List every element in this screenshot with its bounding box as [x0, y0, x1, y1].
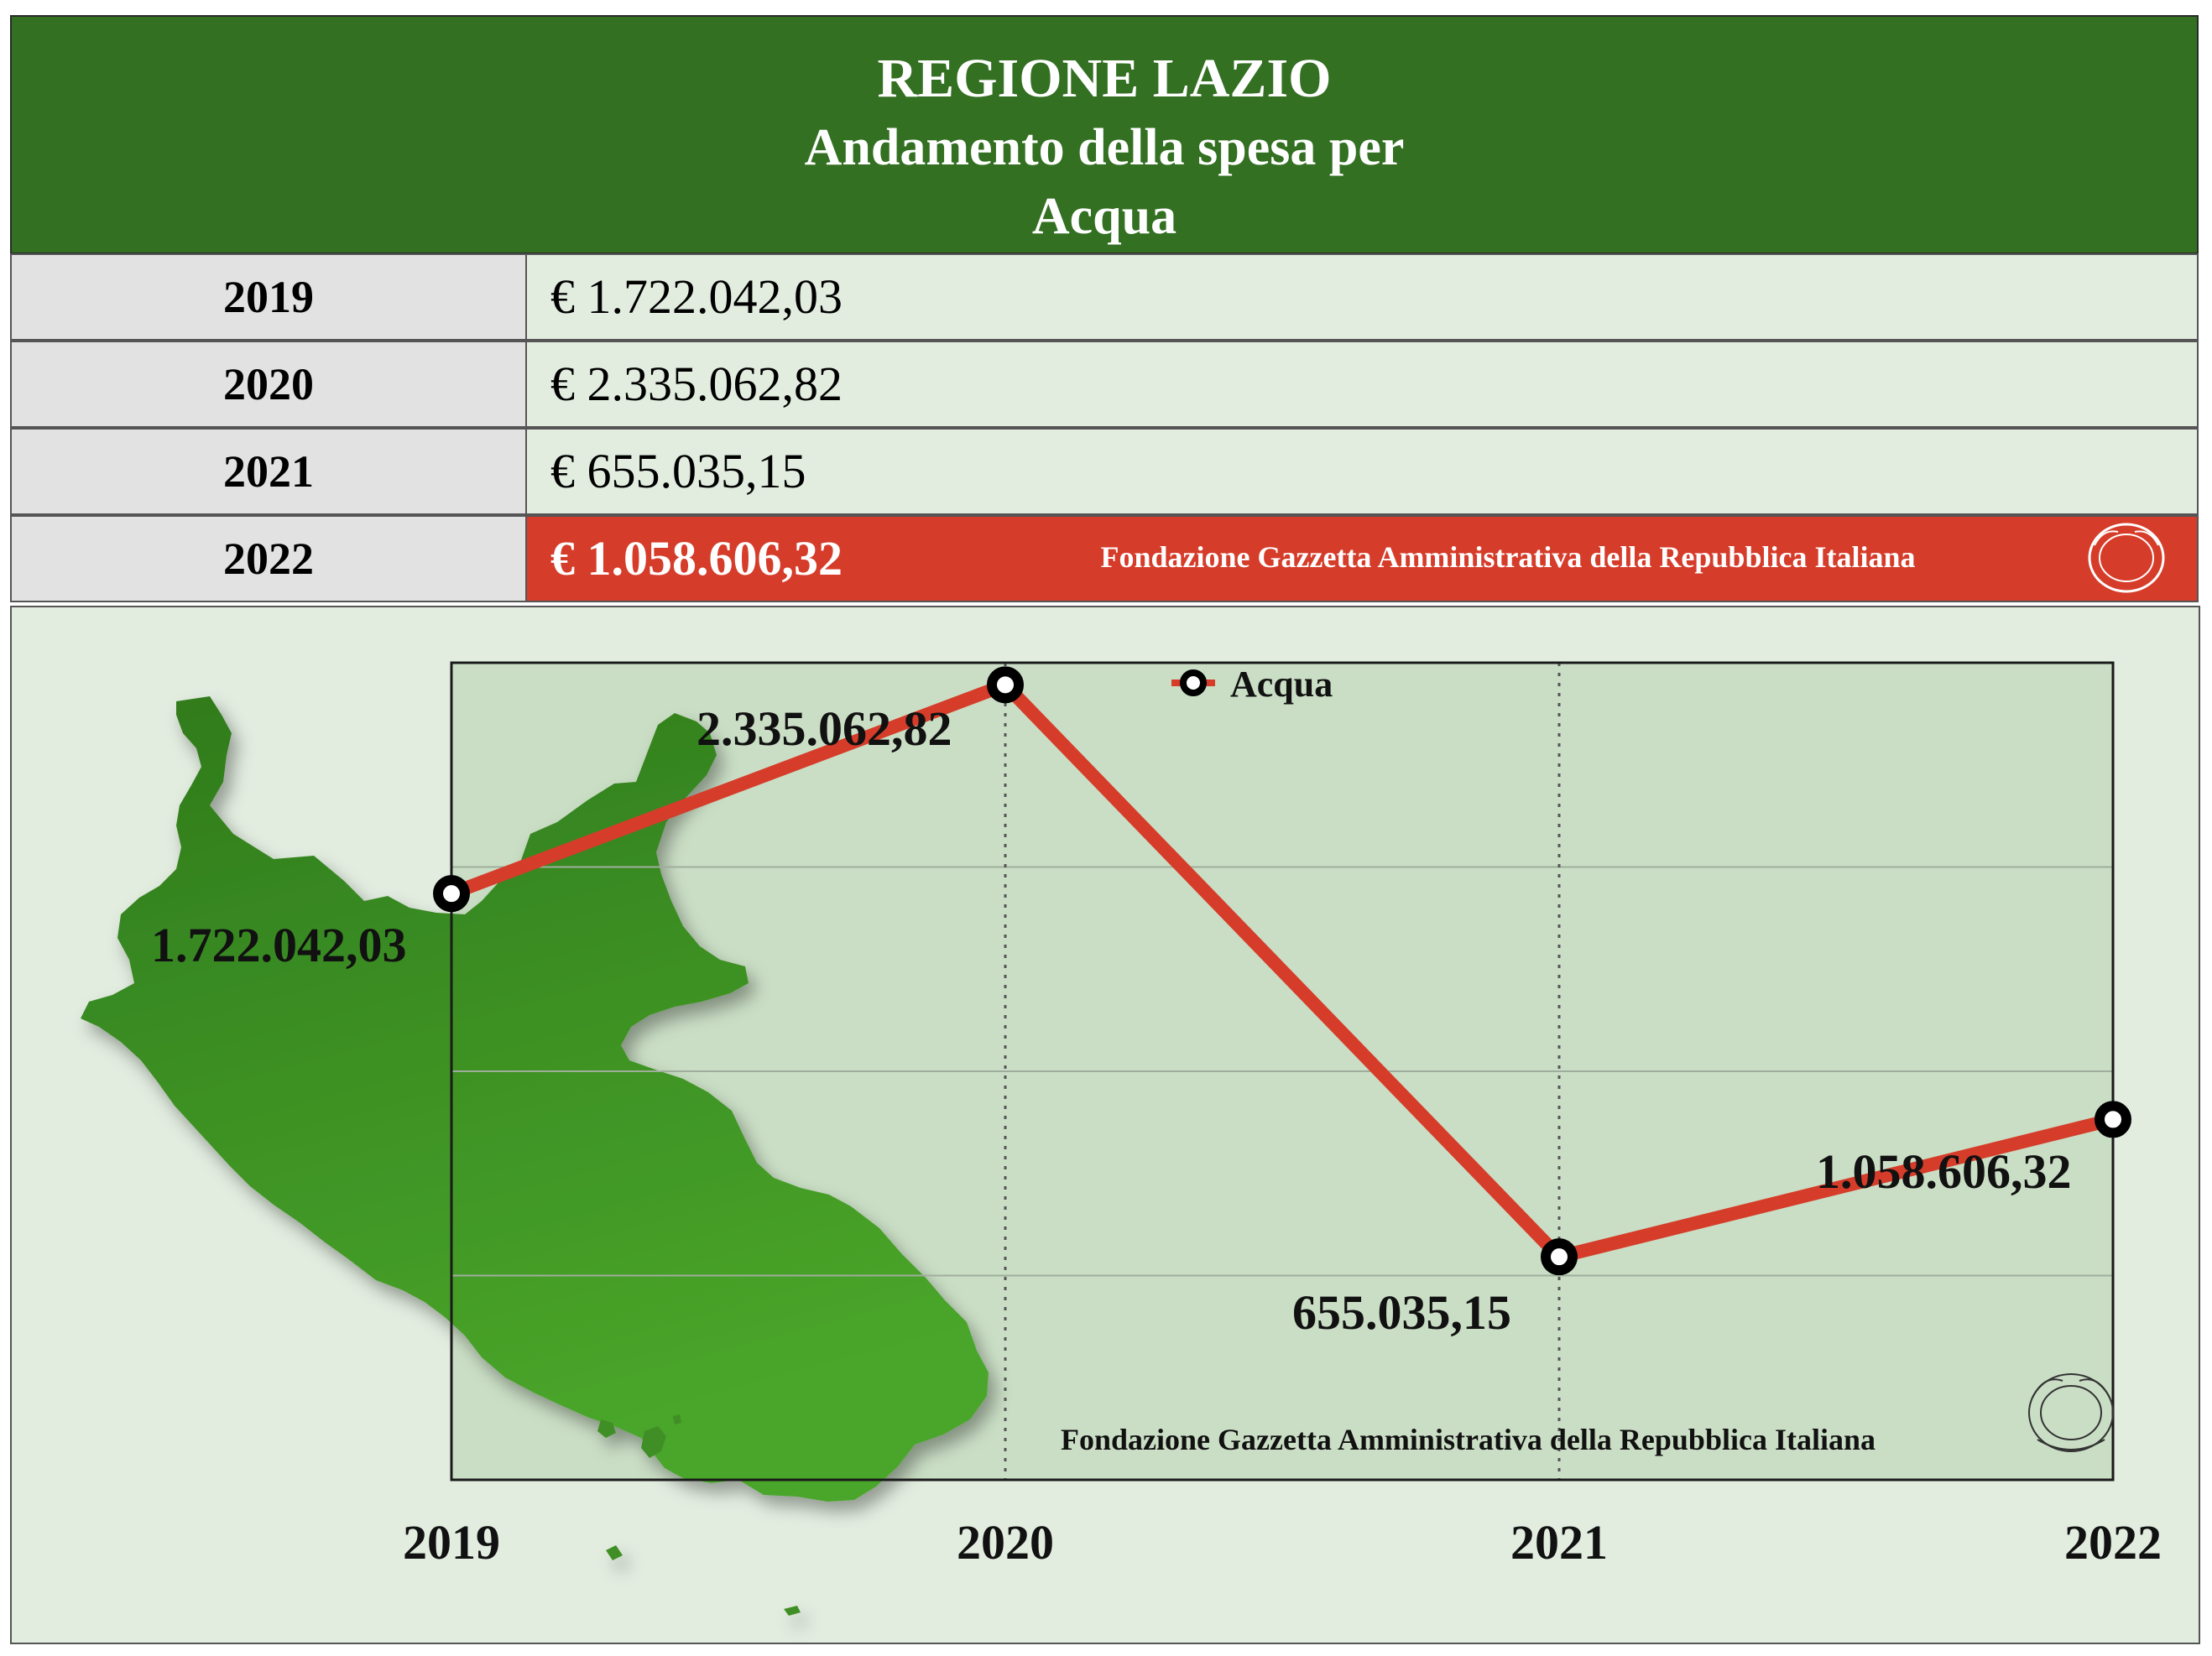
year-cell: 2021	[10, 428, 527, 515]
table-row: 2020 € 2.335.062,82	[10, 341, 2199, 428]
data-point-2021	[1541, 1238, 1578, 1276]
chart-section: 1.722.042,03 2.335.062,82 655.035,15 1.0…	[10, 606, 2200, 1644]
table-row-highlight: 2022 € 1.058.606,32 Fondazione Gazzetta …	[10, 515, 2199, 602]
line-chart: 1.722.042,03 2.335.062,82 655.035,15 1.0…	[81, 661, 2162, 1616]
value-cell: € 655.035,15	[527, 428, 2199, 515]
page-title: REGIONE LAZIO	[877, 48, 1332, 109]
value-cell: € 1.722.042,03	[527, 253, 2199, 341]
data-labels: 1.722.042,03 2.335.062,82 655.035,15 1.0…	[151, 701, 2072, 1340]
legend-label: Acqua	[1230, 664, 1333, 705]
table-row: 2021 € 655.035,15	[10, 428, 2199, 515]
title-banner: REGIONE LAZIO Andamento della spesa per …	[10, 15, 2199, 254]
table-row: 2019 € 1.722.042,03	[10, 253, 2199, 341]
data-point-2019	[433, 875, 470, 913]
legend-marker-icon	[1180, 669, 1207, 696]
year-cell: 2019	[10, 253, 527, 341]
series-acqua	[433, 666, 2131, 1276]
x-axis-ticks: 2019 2020 2021 2022	[403, 1515, 2162, 1570]
page-subtitle: Andamento della spesa per	[804, 119, 1405, 176]
value-cell: € 2.335.062,82	[527, 341, 2199, 428]
plot-frame	[450, 661, 2115, 1482]
year-cell: 2020	[10, 341, 527, 428]
ga-seal-icon	[2088, 523, 2165, 593]
data-label-2021: 655.035,15	[1292, 1285, 1511, 1340]
data-label-2022: 1.058.606,32	[1816, 1144, 2072, 1199]
x-tick-2021: 2021	[1510, 1515, 1608, 1570]
watermark-text: Fondazione Gazzetta Amministrativa della…	[1061, 1423, 1876, 1456]
x-tick-2020: 2020	[957, 1515, 1054, 1570]
data-point-2022	[2095, 1101, 2131, 1138]
value-cell: € 1.058.606,32	[527, 515, 2199, 602]
x-tick-2019: 2019	[403, 1515, 500, 1570]
data-label-2019: 1.722.042,03	[151, 918, 407, 972]
legend: Acqua	[1171, 664, 1333, 705]
page-topic: Acqua	[1031, 188, 1177, 245]
watermark: Fondazione Gazzetta Amministrativa della…	[1061, 1373, 2114, 1456]
x-tick-2022: 2022	[2064, 1515, 2162, 1570]
grid-lines	[451, 663, 2113, 1480]
foundation-label: Fondazione Gazzetta Amministrativa della…	[1100, 540, 1916, 574]
year-cell: 2022	[10, 515, 527, 602]
ga-seal-icon	[2028, 1373, 2114, 1452]
data-point-2020	[987, 666, 1024, 704]
series-line	[449, 678, 2115, 1264]
lazio-map-icon	[81, 696, 989, 1616]
data-label-2020: 2.335.062,82	[696, 701, 952, 756]
